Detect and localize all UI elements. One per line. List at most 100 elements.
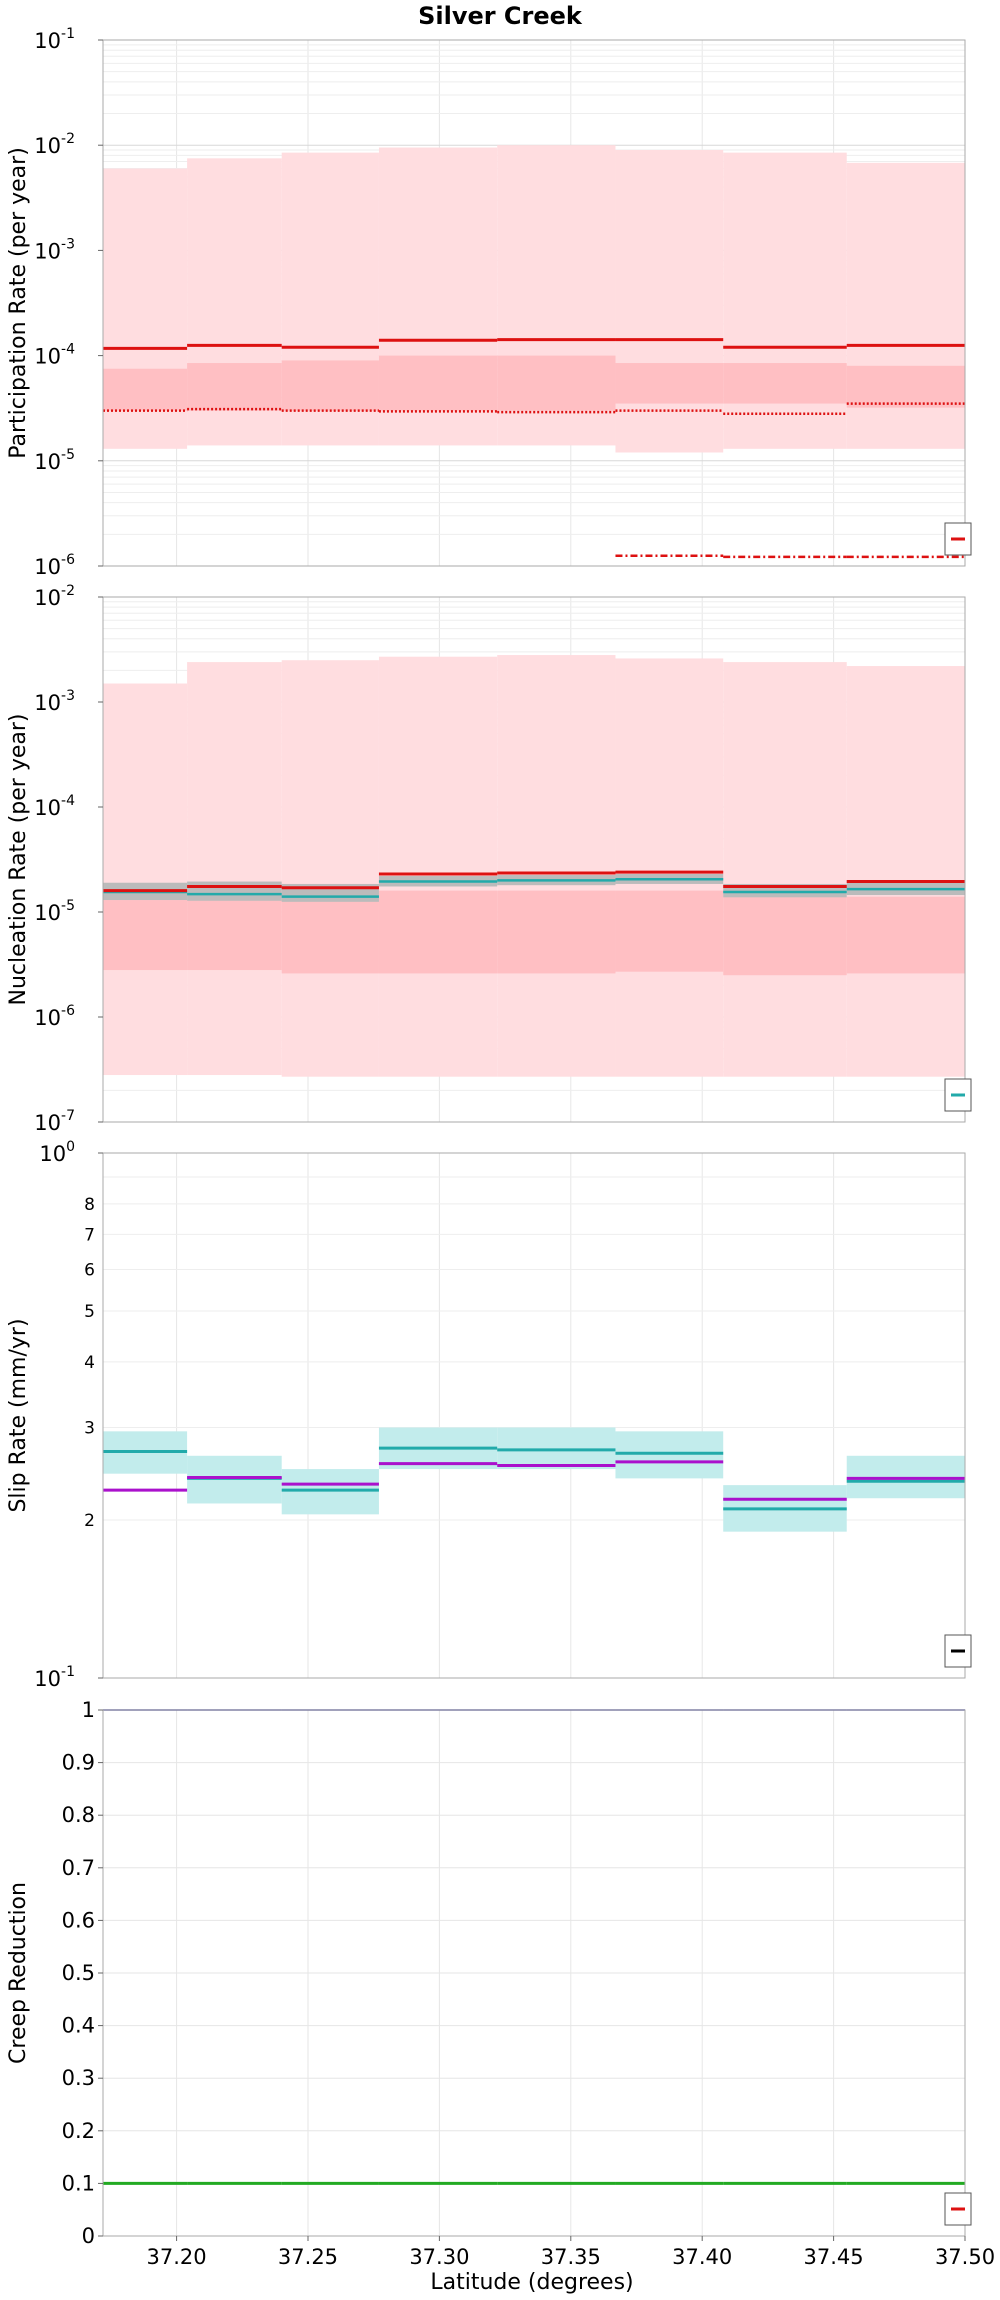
y-minor-tick-label: 5 (84, 1302, 95, 1322)
series-1 (103, 1446, 965, 1511)
y-tick-label: 10-3 (34, 236, 75, 263)
band-segment (281, 896, 379, 974)
y-minor-tick-label: 2 (84, 1511, 95, 1531)
band-segment (187, 900, 282, 971)
band-1 (103, 655, 965, 1077)
band-segment (497, 890, 616, 974)
band-segment (497, 655, 616, 1077)
band-segment (615, 363, 724, 404)
band-segment (615, 890, 724, 972)
plot-area (103, 1153, 965, 1678)
plot-frame (102, 39, 966, 567)
y-tick-label: 0.9 (62, 1751, 95, 1775)
y-axis-label: Slip Rate (mm/yr) (6, 1318, 31, 1512)
band-segment (187, 662, 282, 1076)
y-tick-label: 0.4 (62, 2014, 95, 2038)
legend (944, 1078, 972, 1112)
y-tick-label: 0.2 (62, 2119, 95, 2143)
y-tick-label: 10-5 (34, 898, 75, 925)
band-2 (103, 890, 965, 976)
y-axis-label: Creep Reduction (6, 1882, 31, 2064)
y-tick-label: 10-4 (34, 793, 75, 820)
panel-1: 10-6 10-5 10-4 10-3 10-2 10-1 Participation Ra… (6, 26, 972, 579)
y-tick-label: 10-5 (34, 447, 75, 474)
band-segment (615, 658, 724, 1077)
band-segment (378, 355, 498, 411)
x-tick-label: 37.30 (409, 2245, 469, 2269)
band-segment (723, 363, 847, 404)
series-2 (103, 402, 965, 416)
band-segment (846, 365, 965, 408)
legend (944, 522, 972, 556)
x-tick-label: 37.40 (672, 2245, 732, 2269)
band-2 (103, 355, 965, 411)
x-tick-label: 37.20 (147, 2245, 207, 2269)
band-segment (187, 363, 282, 411)
band-segment (281, 360, 379, 411)
legend (944, 2192, 972, 2226)
band-segment (281, 1469, 379, 1515)
panels: 10-6 10-5 10-4 10-3 10-2 10-1 Participation Ra… (6, 26, 995, 2269)
plot-frame (102, 596, 966, 1123)
y-tick-label: 10-7 (34, 1108, 75, 1135)
y-minor-tick-label: 6 (84, 1260, 95, 1280)
band-segment (378, 656, 498, 1077)
x-tick-label: 37.45 (804, 2245, 864, 2269)
y-tick-label: 10-6 (34, 1003, 75, 1030)
x-tick-label: 37.25 (278, 2245, 338, 2269)
panel-4: 0 0.1 0.2 0.3 0.4 0.5 0.6 0.7 0.8 0.9 1 Creep Reduc… (6, 1698, 995, 2269)
y-tick-label: 100 (39, 1139, 75, 1166)
series-2 (103, 1460, 965, 1501)
band-segment (846, 880, 965, 896)
band-segment (846, 896, 965, 974)
band-segment (103, 900, 188, 971)
x-axis-label: Latitude (degrees) (430, 2270, 633, 2295)
y-tick-label: 0.1 (62, 2171, 95, 2195)
y-minor-tick-label: 4 (84, 1353, 95, 1373)
band-segment (615, 1431, 724, 1479)
y-tick-label: 10-4 (34, 342, 75, 369)
y-tick-label: 0.6 (62, 1908, 95, 1932)
series-2 (103, 870, 965, 893)
y-tick-label: 0.8 (62, 1803, 95, 1827)
y-tick-label: 10-6 (34, 552, 75, 579)
band-segment (615, 150, 724, 453)
x-tick-label: 37.50 (935, 2245, 995, 2269)
y-minor-tick-label: 7 (84, 1225, 95, 1245)
y-tick-label: 10-3 (34, 688, 75, 715)
panel-2: 10-7 10-6 10-5 10-4 10-3 10-2 Nucleation Rate … (6, 583, 972, 1135)
y-tick-label: 0.7 (62, 1856, 95, 1880)
y-tick-label: 1 (82, 1698, 95, 1722)
y-axis-label: Participation Rate (per year) (6, 147, 31, 459)
x-tick-label: 37.35 (541, 2245, 601, 2269)
band-segment (103, 683, 188, 1076)
band-segment (723, 152, 847, 449)
y-tick-label: 10-1 (34, 1664, 75, 1691)
band-segment (187, 881, 282, 901)
y-tick-label: 0.3 (62, 2066, 95, 2090)
band-segment (497, 1427, 616, 1470)
y-tick-label: 10-2 (34, 131, 75, 158)
band-segment (497, 355, 616, 411)
y-tick-label: 10-1 (34, 26, 75, 53)
series-3 (615, 554, 965, 559)
chart-title: Silver Creek (418, 2, 583, 30)
band-segment (281, 660, 379, 1077)
band-segment (723, 896, 847, 976)
y-minor-tick-label: 3 (84, 1419, 95, 1439)
legend-box (944, 522, 972, 556)
band-segment (103, 368, 188, 411)
y-tick-label: 0.5 (62, 1961, 95, 1985)
band-segment (378, 890, 498, 974)
series-1 (103, 338, 965, 350)
y-minor-tick-label: 8 (84, 1195, 95, 1215)
panel-3: 10-1 100 2 3 4 5 6 7 8 Slip Rate (mm/yr) (6, 1139, 972, 1691)
y-tick-label: 10-2 (34, 583, 75, 610)
plot-frame (102, 1152, 966, 1679)
y-tick-label: 0 (82, 2224, 95, 2248)
band-segment (846, 666, 965, 1077)
legend (944, 1634, 972, 1668)
y-axis-label: Nucleation Rate (per year) (6, 714, 31, 1006)
band-segment (723, 662, 847, 1077)
